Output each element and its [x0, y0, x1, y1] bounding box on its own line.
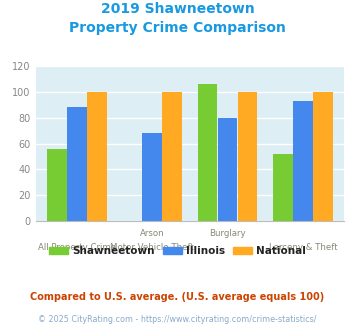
- Text: Larceny & Theft: Larceny & Theft: [269, 243, 337, 251]
- Legend: Shawneetown, Illinois, National: Shawneetown, Illinois, National: [45, 242, 310, 260]
- Text: All Property Crime: All Property Crime: [38, 243, 116, 251]
- Bar: [293, 101, 313, 221]
- Bar: [313, 92, 333, 221]
- Bar: [87, 92, 107, 221]
- Text: © 2025 CityRating.com - https://www.cityrating.com/crime-statistics/: © 2025 CityRating.com - https://www.city…: [38, 315, 317, 324]
- Bar: [67, 107, 87, 221]
- Text: Compared to U.S. average. (U.S. average equals 100): Compared to U.S. average. (U.S. average …: [31, 292, 324, 302]
- Text: Motor Vehicle Theft: Motor Vehicle Theft: [110, 243, 194, 251]
- Text: Arson: Arson: [140, 229, 165, 238]
- Bar: [198, 84, 217, 221]
- Bar: [142, 133, 162, 221]
- Bar: [47, 149, 67, 221]
- Bar: [163, 92, 182, 221]
- Bar: [238, 92, 257, 221]
- Bar: [218, 118, 237, 221]
- Text: Burglary: Burglary: [209, 229, 246, 238]
- Bar: [273, 154, 293, 221]
- Text: 2019 Shawneetown: 2019 Shawneetown: [100, 2, 255, 16]
- Text: Property Crime Comparison: Property Crime Comparison: [69, 21, 286, 35]
